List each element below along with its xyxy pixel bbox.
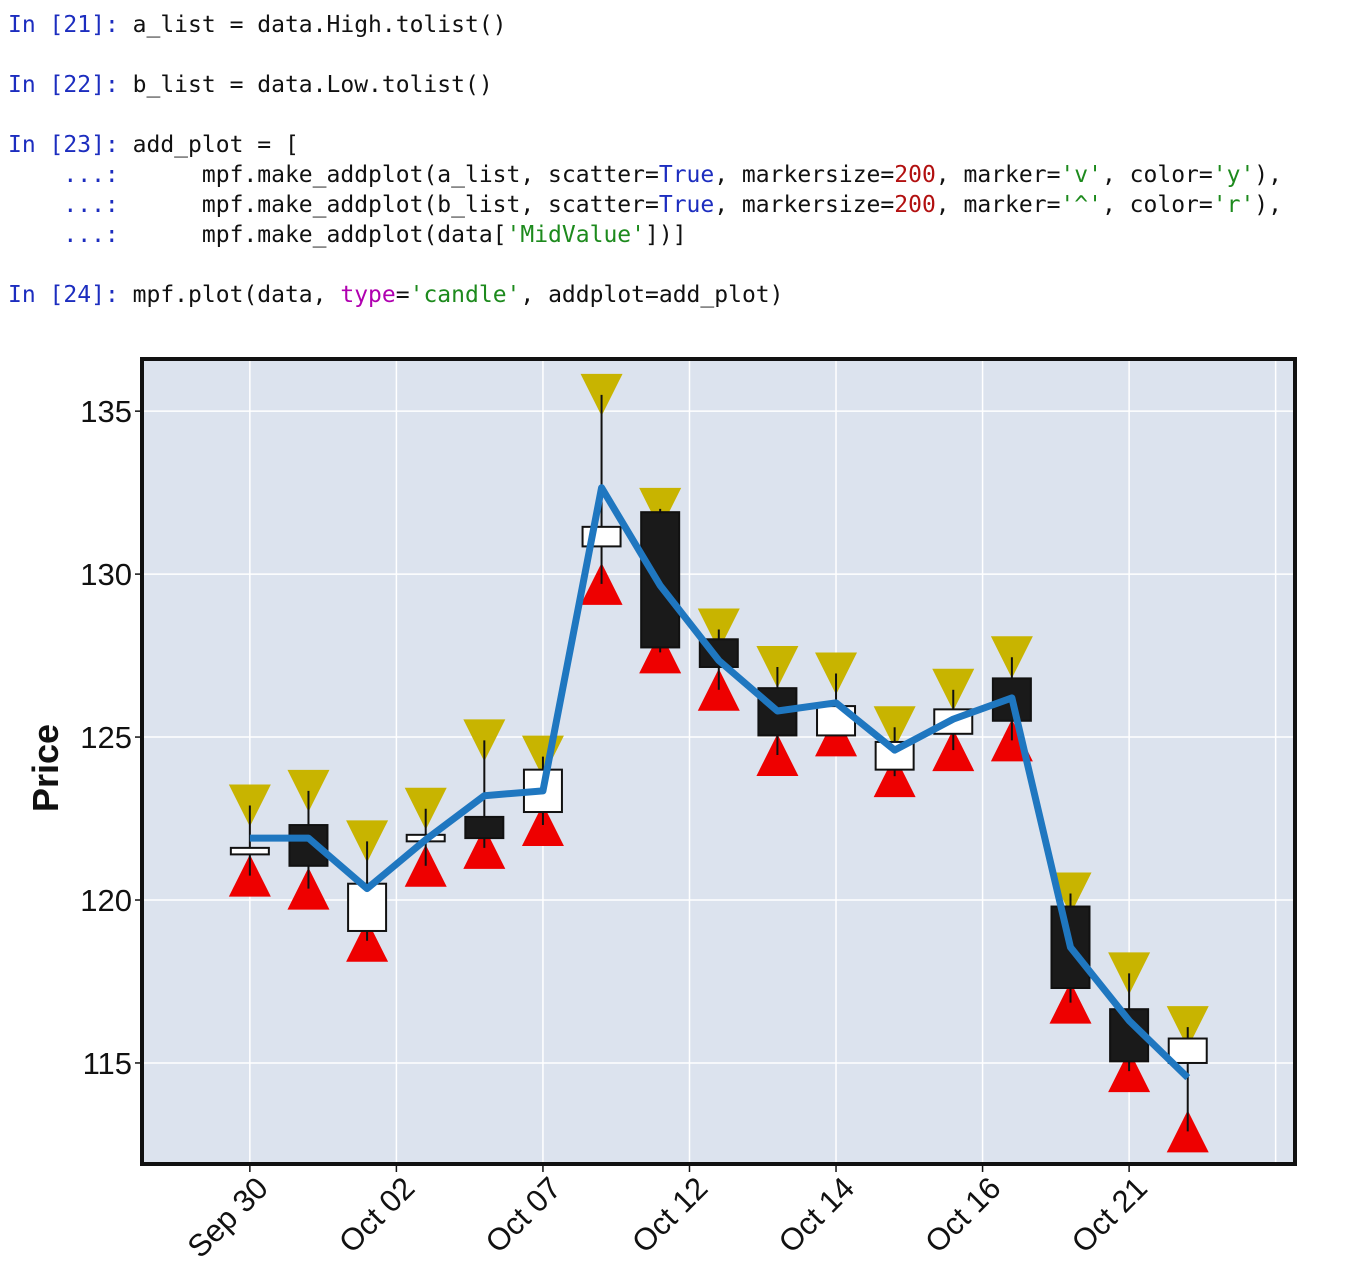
code-token-txt: =: [395, 282, 410, 308]
code-token-txt: mpf.make_addplot(b_list, scatter=: [201, 192, 659, 218]
code-token-txt: , color=: [1101, 162, 1213, 188]
y-tick-label: 130: [80, 557, 132, 592]
code-token-str: 'v': [1060, 162, 1102, 188]
code-token-txt: , marker=: [935, 192, 1061, 218]
code-token-num: 21: [63, 12, 92, 38]
code-token-prompt: In [: [8, 12, 64, 38]
y-axis-label: Price: [25, 724, 66, 812]
code-token-str: 'candle': [409, 282, 521, 308]
code-cells: In [21]: a_list = data.High.tolist() In […: [8, 10, 1282, 310]
y-tick-label: 125: [80, 720, 132, 755]
x-tick-label: Oct 21: [1065, 1170, 1154, 1259]
plot-frame: [140, 357, 1297, 1166]
code-token-txt: b_list = data.Low.tolist(): [132, 72, 493, 98]
high-marker: [639, 487, 682, 530]
code-token-txt: , color=: [1101, 192, 1213, 218]
code-token-num: 24: [63, 282, 92, 308]
code-token-arg: type: [340, 282, 396, 308]
code-line: In [24]: mpf.plot(data, type='candle', a…: [8, 280, 1282, 310]
code-token-txt: mpf.make_addplot(data[: [201, 222, 507, 248]
code-token-str: 'MidValue': [506, 222, 645, 248]
code-token-int: 200: [894, 192, 936, 218]
code-token-str: 'r': [1212, 192, 1255, 218]
x-tick-label: Oct 16: [918, 1170, 1007, 1259]
y-tick-label: 115: [83, 1046, 132, 1081]
candle-down: [464, 815, 505, 840]
code-token-num: 23: [63, 132, 92, 158]
code-token-kw: True: [658, 162, 715, 188]
code-token-txt: , markersize=: [714, 162, 895, 188]
candle-down: [640, 511, 681, 649]
code-line: In [23]: add_plot = [: [8, 130, 1282, 160]
code-line: In [21]: a_list = data.High.tolist(): [8, 10, 1282, 40]
candle-up: [229, 846, 270, 856]
candle-up: [1167, 1037, 1208, 1064]
code-line: ...: mpf.make_addplot(data['MidValue'])]: [8, 220, 1282, 250]
code-token-txt: add_plot = [: [132, 132, 299, 158]
midvalue-line: [249, 484, 1191, 1081]
code-token-prompt: ]:: [91, 12, 133, 38]
code-token-txt: , marker=: [935, 162, 1061, 188]
code-token-txt: mpf.plot(data,: [132, 282, 341, 308]
code-token-num: 22: [63, 72, 92, 98]
y-tick-label: 135: [80, 394, 132, 429]
code-line: In [22]: b_list = data.Low.tolist(): [8, 70, 1282, 100]
y-tick-label: 120: [80, 883, 132, 918]
code-token-txt: ),: [1254, 162, 1282, 188]
x-tick-label: Oct 14: [772, 1170, 861, 1259]
code-token-cont: ...:: [8, 222, 202, 248]
code-token-txt: a_list = data.High.tolist(): [132, 12, 507, 38]
code-token-prompt: In [: [8, 72, 64, 98]
code-token-prompt: In [: [8, 282, 64, 308]
x-tick-label: Oct 02: [332, 1170, 421, 1259]
code-token-txt: ])]: [645, 222, 687, 248]
code-token-str: 'y': [1212, 162, 1255, 188]
code-token-int: 200: [894, 162, 936, 188]
x-tick-label: Oct 07: [479, 1170, 568, 1259]
code-token-txt: mpf.make_addplot(a_list, scatter=: [201, 162, 659, 188]
plot-area: [142, 359, 1295, 1164]
x-tick-label: Sep 30: [181, 1170, 275, 1264]
code-line: ...: mpf.make_addplot(b_list, scatter=Tr…: [8, 190, 1282, 220]
code-line: ...: mpf.make_addplot(a_list, scatter=Tr…: [8, 160, 1282, 190]
x-tick-label: Oct 12: [625, 1170, 714, 1259]
code-token-cont: ...:: [8, 162, 202, 188]
code-token-str: '^': [1060, 192, 1102, 218]
code-token-prompt: ]:: [91, 72, 133, 98]
code-token-txt: , addplot=add_plot): [520, 282, 784, 308]
code-token-prompt: ]:: [91, 282, 133, 308]
code-token-prompt: ]:: [91, 132, 133, 158]
code-token-cont: ...:: [8, 192, 202, 218]
code-token-kw: True: [658, 192, 715, 218]
code-token-txt: , markersize=: [714, 192, 895, 218]
code-token-prompt: In [: [8, 132, 64, 158]
code-token-txt: ),: [1254, 192, 1282, 218]
